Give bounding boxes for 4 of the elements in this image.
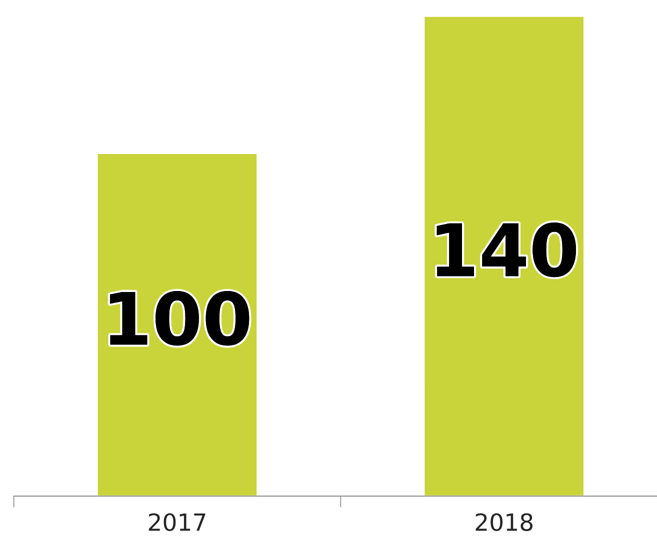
x-tick-label: 2018 xyxy=(476,513,533,532)
data-label: 100 xyxy=(110,291,250,346)
data-label: 140 xyxy=(436,222,576,278)
x-tick-label: 2017 xyxy=(148,513,206,532)
